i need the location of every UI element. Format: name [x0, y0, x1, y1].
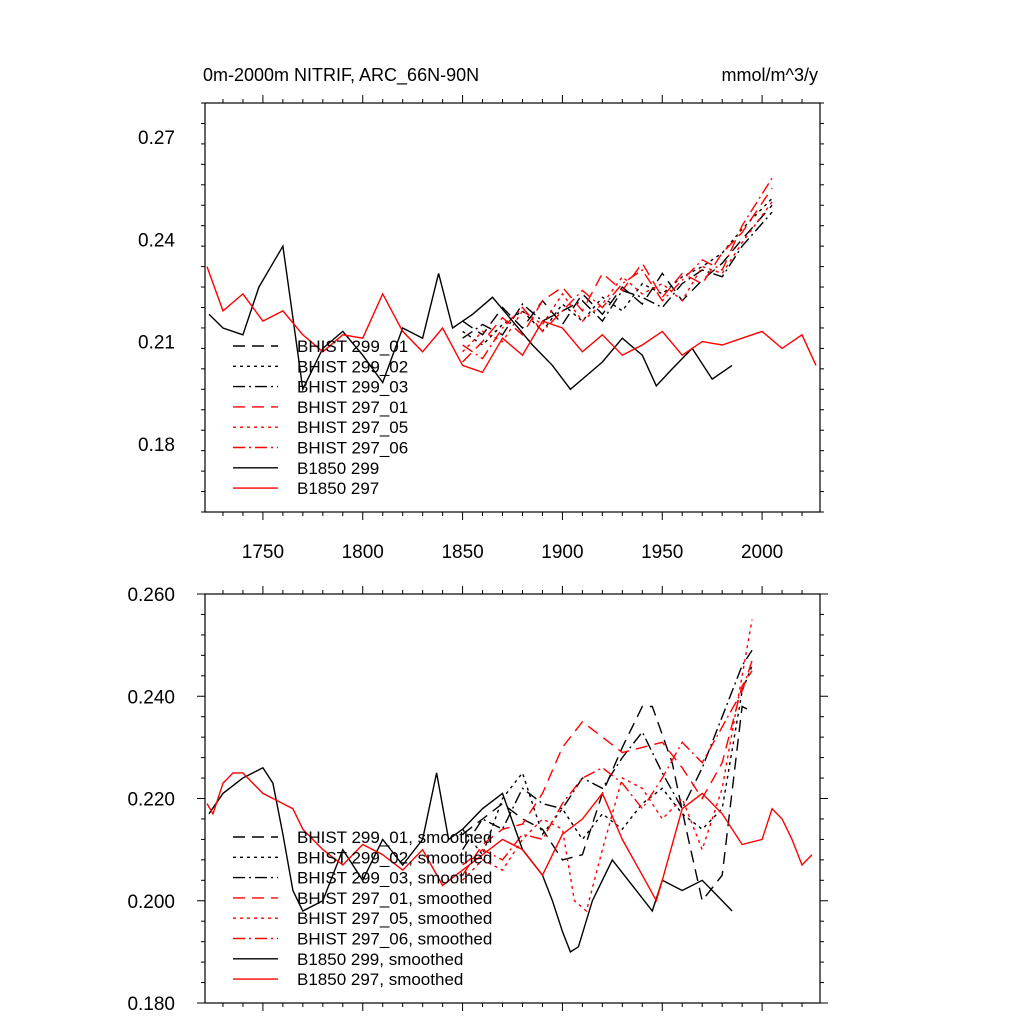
y-tick-label: 0.21: [138, 333, 175, 354]
series-line: [462, 201, 773, 353]
series-line: [462, 705, 753, 903]
y-tick-label: 0.260: [127, 585, 175, 606]
top-panel: 0m-2000m NITRIF, ARC_66N-90N mmol/m^3/y …: [138, 65, 824, 563]
legend-label: B1850 299: [297, 459, 379, 478]
series-line: [462, 665, 753, 857]
panel-units: mmol/m^3/y: [722, 65, 818, 85]
x-tick-label: 1800: [342, 542, 384, 563]
legend-label: BHIST 297_05: [297, 418, 408, 437]
legend-label: BHIST 297_01: [297, 398, 408, 417]
series-line: [462, 660, 753, 866]
x-tick-label: 1850: [441, 542, 483, 563]
legend-label: BHIST 299_01, smoothed: [297, 828, 492, 847]
series-line: [462, 619, 753, 913]
y-tick-label: 0.200: [127, 892, 175, 913]
legend-label: BHIST 297_05, smoothed: [297, 909, 492, 928]
x-tick-label: 2000: [741, 542, 783, 563]
x-tick-label: 1900: [541, 542, 583, 563]
legend-label: BHIST 297_06, smoothed: [297, 930, 492, 949]
y-tick-label: 0.240: [127, 687, 175, 708]
legend-label: BHIST 299_02, smoothed: [297, 848, 492, 867]
series-line: [206, 772, 813, 903]
series-line: [462, 204, 773, 336]
y-tick-label: 0.27: [138, 128, 175, 149]
legend-label: BHIST 297_06: [297, 439, 408, 458]
y-tick-label: 0.18: [138, 435, 175, 456]
axes: 1750 1800 1850 1900 1950 2000 0.18 0.21 0.24 0.27: [138, 95, 824, 563]
series-line: [462, 211, 773, 339]
series-layer: [206, 177, 817, 392]
legend-label: BHIST 297_01, smoothed: [297, 889, 492, 908]
legend-label: BHIST 299_03: [297, 378, 408, 397]
legend-label: BHIST 299_01: [297, 337, 408, 356]
series-line: [208, 244, 733, 392]
x-tick-label: 1950: [641, 542, 683, 563]
y-tick-label: 0.180: [127, 994, 175, 1015]
y-tick-label: 0.24: [138, 230, 175, 251]
series-line: [462, 649, 753, 850]
legend-label: B1850 297: [297, 479, 379, 498]
series-line: [462, 177, 773, 360]
panel-title: 0m-2000m NITRIF, ARC_66N-90N: [203, 65, 479, 86]
series-line: [462, 670, 753, 876]
x-tick-label: 1750: [242, 542, 284, 563]
legend-label: B1850 299, smoothed: [297, 950, 463, 969]
axes: 0.180 0.200 0.220 0.240 0.260: [127, 585, 828, 1015]
series-line: [462, 187, 773, 363]
legend-label: BHIST 299_02: [297, 357, 408, 376]
series-line: [206, 266, 817, 374]
y-tick-label: 0.220: [127, 790, 175, 811]
series-layer: [206, 619, 813, 953]
legend-label: BHIST 299_03, smoothed: [297, 869, 492, 888]
series-line: [208, 766, 733, 953]
legend-label: B1850 297, smoothed: [297, 970, 463, 989]
